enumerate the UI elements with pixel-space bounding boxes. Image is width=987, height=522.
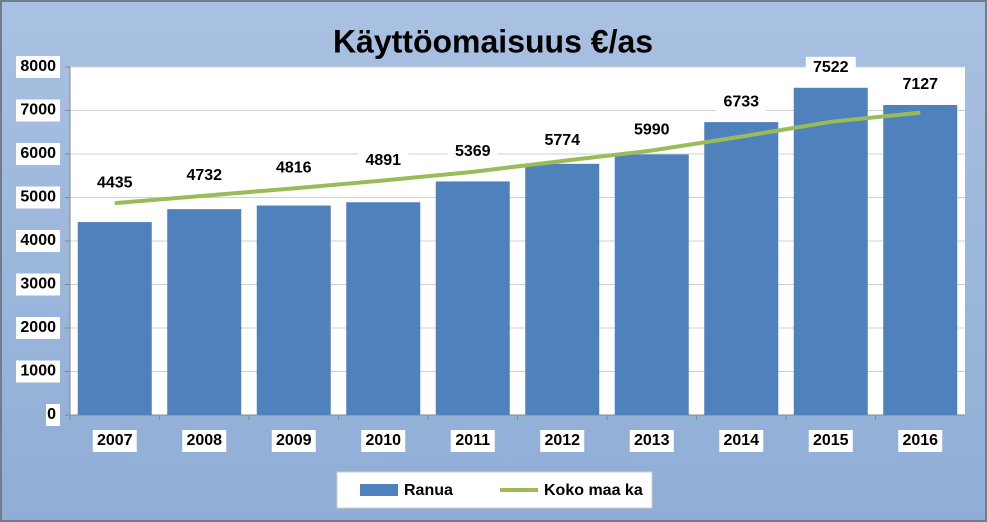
x-tick-label-bg <box>898 430 943 452</box>
x-tick-label-bg <box>719 430 764 452</box>
bar <box>435 181 510 415</box>
y-tick-label: 2000 <box>20 319 56 336</box>
y-tick-label-bg <box>16 317 60 339</box>
legend: Ranua Koko maa ka <box>336 471 653 509</box>
y-tick-label-bg <box>46 404 60 426</box>
x-tick-label-bg <box>450 430 495 452</box>
y-tick-label-bg <box>16 186 60 209</box>
legend-label: Koko maa ka <box>544 482 643 499</box>
chart-title: Käyttöomaisuus €/as <box>333 23 653 59</box>
data-label: 4435 <box>97 174 133 191</box>
x-tick-label: 2014 <box>723 432 759 449</box>
x-tick-label-bg <box>629 430 674 452</box>
y-tick-label: 7000 <box>20 102 56 119</box>
data-label-bg <box>805 56 856 79</box>
data-label: 7522 <box>813 59 849 76</box>
x-tick-label: 2012 <box>544 432 580 449</box>
x-tick-label-bg <box>540 430 585 452</box>
data-label: 4891 <box>365 152 401 169</box>
y-tick-label: 4000 <box>20 232 56 249</box>
data-label: 4816 <box>276 160 312 177</box>
data-label: 7127 <box>902 76 938 93</box>
data-label: 6733 <box>723 93 759 110</box>
y-tick-label: 8000 <box>20 58 56 75</box>
y-tick-label: 5000 <box>20 189 56 206</box>
y-tick-label-bg <box>16 99 60 122</box>
data-label: 5774 <box>544 132 580 149</box>
bar <box>614 154 689 415</box>
data-label-bg <box>626 119 677 142</box>
bar <box>77 222 152 415</box>
bar <box>346 202 421 415</box>
y-tick-label-bg <box>16 273 60 296</box>
x-tick-label: 2007 <box>97 432 133 449</box>
x-tick-label: 2008 <box>186 432 222 449</box>
x-tick-label: 2013 <box>634 432 670 449</box>
data-label-bg <box>358 149 409 172</box>
x-tick-label: 2016 <box>902 432 938 449</box>
x-tick-label-bg <box>92 430 137 452</box>
y-tick-label-bg <box>16 143 60 165</box>
y-tick-label-bg <box>16 230 60 252</box>
data-label: 5369 <box>455 143 491 160</box>
bar <box>256 205 331 415</box>
x-tick-label-bg <box>808 430 853 452</box>
x-tick-label: 2011 <box>455 432 490 449</box>
x-tick-label: 2009 <box>276 432 312 449</box>
y-tick-label-bg <box>16 56 60 78</box>
data-label: 4732 <box>186 167 222 184</box>
data-label-bg <box>895 73 946 96</box>
x-tick-label: 2010 <box>365 432 401 449</box>
y-tick-label: 0 <box>47 406 56 423</box>
data-label-bg <box>537 129 588 152</box>
bar <box>704 122 779 415</box>
data-label-bg <box>89 172 140 195</box>
data-label-bg <box>179 164 230 187</box>
x-tick-label-bg <box>271 430 316 452</box>
bar <box>167 209 242 415</box>
x-tick-label-bg <box>361 430 406 452</box>
x-tick-label: 2015 <box>813 432 849 449</box>
y-tick-label: 1000 <box>20 363 56 380</box>
bar <box>883 104 958 416</box>
line <box>114 110 921 206</box>
y-tick-label: 3000 <box>20 276 56 293</box>
x-tick-label-bg <box>182 430 227 452</box>
y-tick-label-bg <box>16 360 60 383</box>
data-label-bg <box>716 91 767 114</box>
y-tick-label: 6000 <box>20 145 56 162</box>
data-label: 5990 <box>634 122 670 139</box>
data-label-bg <box>447 140 498 163</box>
bar <box>793 87 868 415</box>
bar <box>525 163 600 415</box>
legend-label: Ranua <box>404 482 453 499</box>
legend-swatch <box>360 484 398 496</box>
data-label-bg <box>268 157 319 180</box>
